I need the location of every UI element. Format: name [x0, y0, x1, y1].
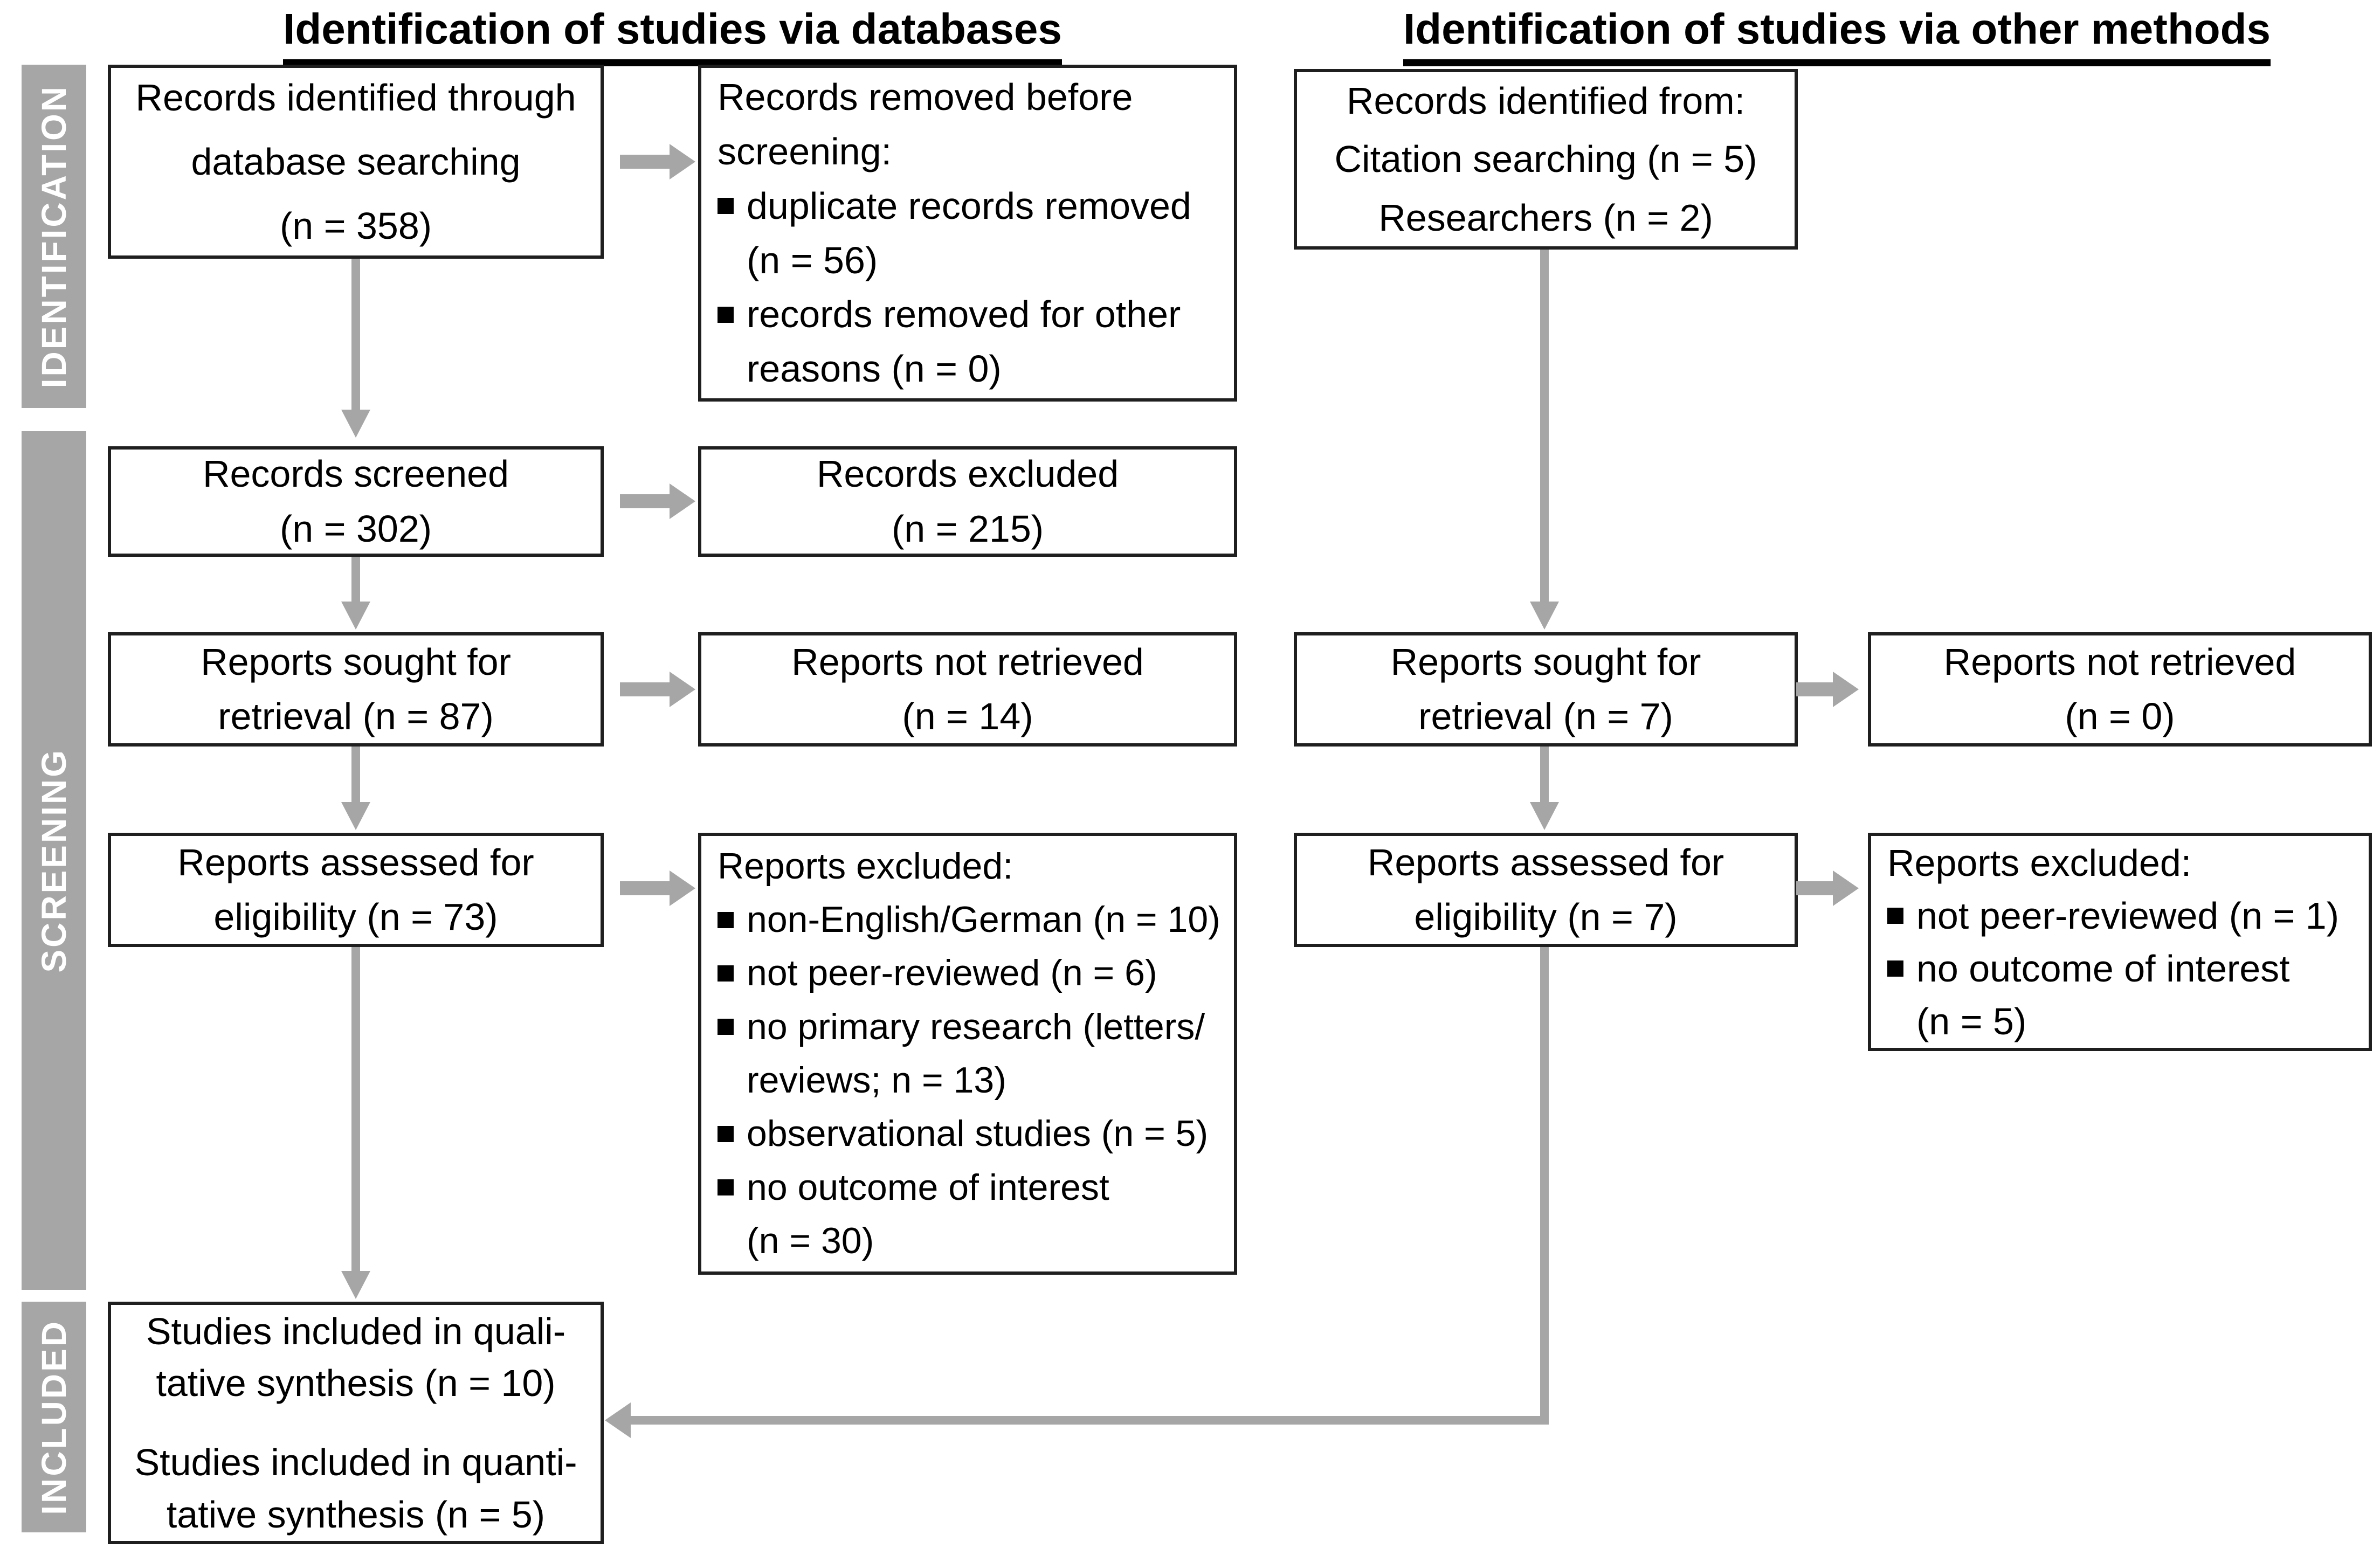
arrow-right-icon [670, 672, 695, 707]
bullet-square-icon [718, 1179, 734, 1196]
box-reports-not-retrieved-other: Reports not retrieved (n = 0) [1868, 632, 2372, 747]
bullet-square-icon [718, 198, 734, 215]
stage-label-screening: SCREENING [35, 748, 73, 973]
box-reports-assessed-other: Reports assessed for eligibility (n = 7) [1294, 833, 1798, 947]
box-records-identified-databases: Records identified through database sear… [108, 65, 604, 259]
arrow-right-icon [1833, 870, 1859, 906]
box-studies-included: Studies included in quali- tative synthe… [108, 1302, 604, 1544]
box-reports-excluded-other: Reports excluded: not peer-reviewed (n =… [1868, 833, 2372, 1051]
stage-label-identification: IDENTIFICATION [35, 84, 73, 389]
arrow-left-icon [605, 1402, 631, 1438]
stage-bar-identification: IDENTIFICATION [22, 65, 86, 408]
arrow-down-icon [1530, 802, 1559, 830]
box-reports-assessed-databases: Reports assessed for eligibility (n = 73… [108, 833, 604, 947]
arrow-down-icon [341, 602, 370, 630]
arrow-right-icon [670, 483, 695, 519]
box-reports-not-retrieved-databases: Reports not retrieved (n = 14) [698, 632, 1237, 747]
arrow-down-icon [341, 802, 370, 830]
arrow-down-icon [341, 410, 370, 438]
box-reports-excluded-databases: Reports excluded: non-English/German (n … [698, 833, 1237, 1275]
title-other-methods: Identification of studies via other meth… [1294, 4, 2380, 66]
box-records-identified-other: Records identified from: Citation search… [1294, 69, 1798, 250]
bullet-square-icon [718, 965, 734, 982]
box-reports-sought-other: Reports sought for retrieval (n = 7) [1294, 632, 1798, 747]
arrow-right-icon [670, 144, 695, 179]
bullet-square-icon [718, 911, 734, 928]
box-records-screened: Records screened (n = 302) [108, 446, 604, 557]
bullet-square-icon [1887, 907, 1903, 924]
stage-label-included: INCLUDED [35, 1319, 73, 1515]
bullet-square-icon [1887, 960, 1903, 977]
bullet-square-icon [718, 1019, 734, 1035]
box-records-excluded: Records excluded (n = 215) [698, 446, 1237, 557]
arrow-right-icon [1833, 672, 1859, 707]
title-databases: Identification of studies via databases [108, 4, 1237, 66]
bullet-square-icon [718, 306, 734, 323]
box-reports-sought-databases: Reports sought for retrieval (n = 87) [108, 632, 604, 747]
bullet-square-icon [718, 1125, 734, 1142]
arrow-down-icon [1530, 602, 1559, 630]
box-records-removed-before-screening: Records removed before screening: duplic… [698, 65, 1237, 402]
stage-bar-screening: SCREENING [22, 431, 86, 1290]
stage-bar-included: INCLUDED [22, 1302, 86, 1532]
arrow-right-icon [670, 870, 695, 906]
arrow-down-icon [341, 1271, 370, 1299]
